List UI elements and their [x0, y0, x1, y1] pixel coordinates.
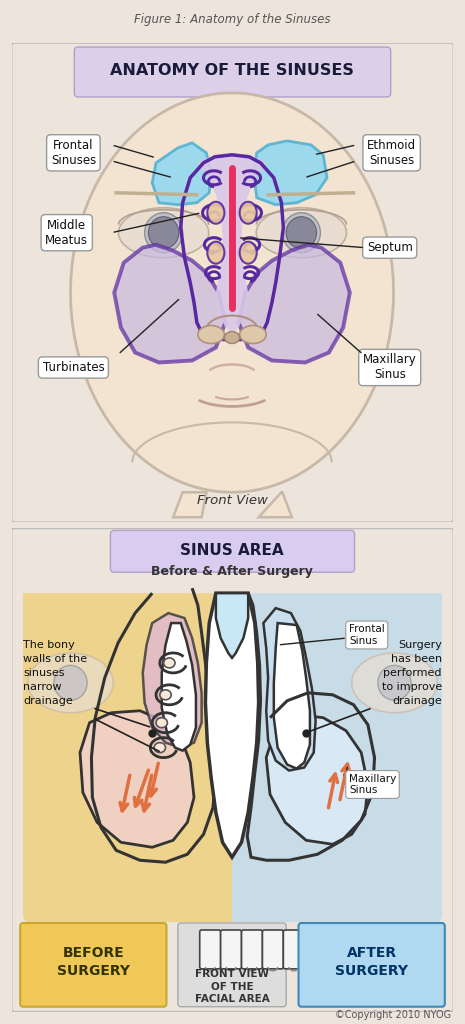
Ellipse shape [378, 666, 411, 700]
Text: Frontal
Sinuses: Frontal Sinuses [51, 139, 96, 167]
Ellipse shape [145, 213, 183, 253]
Text: ©Copyright 2010 NYOG: ©Copyright 2010 NYOG [335, 1010, 451, 1020]
FancyBboxPatch shape [110, 530, 355, 572]
FancyBboxPatch shape [12, 528, 453, 1012]
Polygon shape [173, 493, 206, 517]
Ellipse shape [282, 213, 320, 253]
Ellipse shape [154, 742, 166, 753]
Bar [23, 593, 442, 922]
FancyBboxPatch shape [283, 930, 304, 969]
Polygon shape [143, 613, 202, 748]
Polygon shape [162, 623, 196, 751]
FancyBboxPatch shape [220, 930, 241, 969]
FancyBboxPatch shape [299, 923, 445, 1007]
Text: Middle
Meatus: Middle Meatus [45, 219, 88, 247]
Ellipse shape [207, 242, 225, 263]
Polygon shape [152, 142, 211, 205]
Ellipse shape [239, 202, 257, 223]
Ellipse shape [352, 653, 437, 713]
Ellipse shape [160, 690, 171, 699]
Polygon shape [80, 711, 194, 847]
Text: Figure 1: Anatomy of the Sinuses: Figure 1: Anatomy of the Sinuses [134, 13, 331, 26]
FancyBboxPatch shape [200, 930, 220, 969]
FancyBboxPatch shape [20, 923, 166, 1007]
Ellipse shape [28, 653, 113, 713]
Text: BEFORE
SURGERY: BEFORE SURGERY [57, 946, 130, 978]
Polygon shape [206, 593, 259, 857]
Polygon shape [197, 153, 267, 333]
Text: Ethmoid
Sinuses: Ethmoid Sinuses [367, 139, 416, 167]
FancyBboxPatch shape [12, 43, 453, 522]
Ellipse shape [164, 658, 175, 668]
Ellipse shape [119, 208, 209, 258]
Ellipse shape [207, 202, 225, 223]
Polygon shape [232, 593, 442, 922]
Polygon shape [254, 141, 327, 205]
Text: Frontal
Sinus: Frontal Sinus [349, 625, 385, 646]
Polygon shape [23, 593, 232, 922]
Ellipse shape [198, 326, 225, 343]
Text: Surgery
has been
performed
to improve
drainage: Surgery has been performed to improve dr… [382, 640, 442, 706]
Ellipse shape [256, 208, 346, 258]
Circle shape [286, 217, 317, 249]
Ellipse shape [225, 332, 239, 343]
Text: Before & After Surgery: Before & After Surgery [151, 564, 313, 578]
Text: Front View: Front View [197, 494, 267, 507]
Text: Septum: Septum [367, 242, 412, 254]
Ellipse shape [239, 242, 257, 263]
Ellipse shape [71, 93, 393, 493]
Polygon shape [263, 608, 316, 770]
Text: AFTER
SURGERY: AFTER SURGERY [335, 946, 408, 978]
Text: Maxillary
Sinus: Maxillary Sinus [349, 774, 396, 796]
Circle shape [148, 217, 179, 249]
Text: ANATOMY OF THE SINUSES: ANATOMY OF THE SINUSES [110, 63, 354, 79]
FancyBboxPatch shape [74, 47, 391, 97]
Text: Turbinates: Turbinates [42, 361, 104, 374]
FancyBboxPatch shape [178, 923, 286, 1007]
FancyBboxPatch shape [262, 930, 283, 969]
Polygon shape [216, 593, 248, 658]
Polygon shape [239, 245, 350, 362]
Text: FRONT VIEW
OF THE
FACIAL AREA: FRONT VIEW OF THE FACIAL AREA [195, 970, 269, 1005]
Text: The bony
walls of the
sinuses
narrow
drainage: The bony walls of the sinuses narrow dra… [23, 640, 87, 706]
Polygon shape [259, 493, 292, 517]
Polygon shape [114, 245, 226, 362]
Ellipse shape [239, 326, 266, 343]
FancyBboxPatch shape [241, 930, 262, 969]
Polygon shape [266, 715, 368, 845]
Text: SINUS AREA: SINUS AREA [180, 543, 284, 558]
Polygon shape [274, 623, 310, 769]
Ellipse shape [54, 666, 87, 700]
Ellipse shape [156, 718, 167, 728]
Text: Maxillary
Sinus: Maxillary Sinus [363, 353, 417, 382]
